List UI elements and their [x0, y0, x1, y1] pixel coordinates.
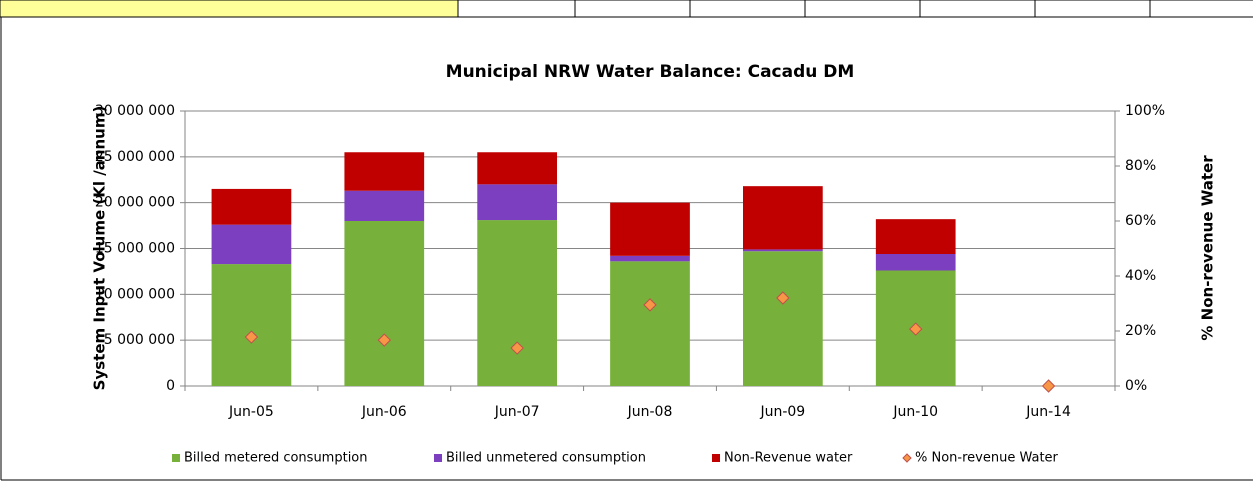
cell-row: [0, 0, 1253, 18]
marker: [1041, 379, 1056, 393]
y2-tick-label: 80%: [1125, 158, 1156, 174]
bar-segment: [610, 202, 690, 256]
marker: [776, 291, 790, 305]
marker: [244, 330, 259, 344]
bar-segment: [477, 152, 557, 185]
legend-swatch: [434, 454, 442, 462]
y2-tick-label: 60%: [1125, 213, 1156, 229]
y-tick-label: 20 000 000: [95, 195, 175, 211]
bar-segment: [743, 186, 823, 250]
y-tick-label: 15 000 000: [95, 241, 175, 257]
y-tick-label: 0: [166, 378, 175, 394]
marker: [510, 341, 524, 355]
x-tick-label: Jun-09: [759, 404, 805, 420]
bar-segment: [344, 221, 425, 386]
legend-label: Non-Revenue water: [724, 451, 853, 466]
bar-segment: [875, 219, 956, 254]
x-tick-label: Jun-14: [1025, 404, 1071, 420]
bar-segment: [344, 152, 425, 191]
marker: [643, 298, 657, 312]
y-axis-title: System Input Volume (Kl /annum): [91, 106, 109, 391]
x-tick-label: Jun-10: [892, 404, 938, 420]
y2-tick-label: 40%: [1125, 268, 1156, 284]
y-tick-label: 10 000 000: [95, 286, 175, 302]
y2-tick-label: 0%: [1125, 378, 1147, 394]
bar-segment: [344, 190, 425, 221]
legend-label: Billed unmetered consumption: [446, 451, 646, 466]
bar-segment: [477, 184, 557, 221]
bar-segment: [211, 264, 292, 386]
y-tick-label: 30 000 000: [95, 103, 175, 119]
marker: [377, 333, 391, 347]
x-tick-label: Jun-07: [494, 404, 540, 420]
legend-marker: [902, 453, 912, 463]
bar-segment: [211, 188, 292, 225]
y2-tick-label: 20%: [1125, 323, 1156, 339]
bar-segment: [875, 254, 956, 271]
bar-segment: [477, 220, 557, 386]
legend-swatch: [712, 454, 720, 462]
y2-axis-title: % Non-revenue Water: [1199, 155, 1217, 341]
marker: [909, 322, 923, 336]
bar-segment: [211, 224, 292, 265]
chart-title: Municipal NRW Water Balance: Cacadu DM: [446, 62, 855, 82]
bar-segment: [743, 251, 823, 386]
bar-segment: [743, 249, 823, 252]
y-tick-label: 25 000 000: [95, 149, 175, 165]
y-tick-label: 5 000 000: [104, 332, 175, 348]
legend-label: Billed metered consumption: [184, 451, 368, 466]
legend-swatch: [172, 454, 180, 462]
y2-tick-label: 100%: [1125, 103, 1165, 119]
cell: [0, 0, 459, 18]
bar-segment: [610, 255, 690, 262]
bar-segment: [610, 261, 690, 386]
x-tick-label: Jun-08: [627, 404, 673, 420]
x-tick-label: Jun-05: [228, 404, 274, 420]
legend-label: % Non-revenue Water: [915, 451, 1059, 466]
x-tick-label: Jun-06: [361, 404, 407, 420]
